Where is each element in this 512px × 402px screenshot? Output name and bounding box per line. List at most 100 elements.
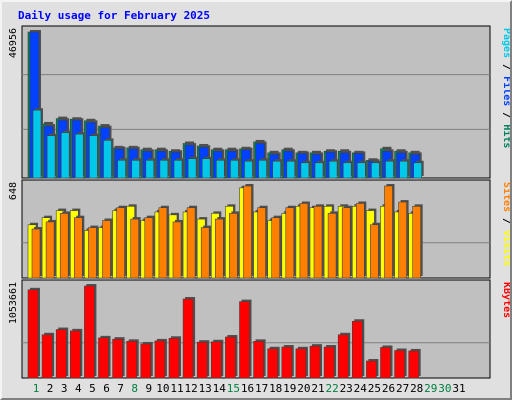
bar-pages-day-9 <box>145 159 155 179</box>
bar-sites-day-26 <box>384 185 393 279</box>
legend-segment: Pages <box>501 28 510 58</box>
x-tick-label-day-11: 11 <box>170 382 183 395</box>
bar-pages-day-5 <box>89 135 98 179</box>
legend-segment: KBytes <box>501 282 510 318</box>
bar-kbytes-day-18 <box>267 348 279 379</box>
x-tick-label-day-1: 1 <box>33 382 40 395</box>
legend-segment: / <box>501 212 510 230</box>
x-tick-label-day-13: 13 <box>199 382 212 395</box>
bar-pages-day-1 <box>32 109 42 179</box>
x-tick-label-day-19: 19 <box>283 382 296 395</box>
bar-pages-day-18 <box>272 160 282 179</box>
bar-sites-day-23 <box>341 207 351 279</box>
bar-pages-day-13 <box>201 158 211 179</box>
x-tick-label-day-23: 23 <box>340 382 353 395</box>
bar-sites-day-10 <box>158 207 168 279</box>
bar-kbytes-day-2 <box>41 334 53 379</box>
bar-sites-day-8 <box>130 218 139 279</box>
bar-pages-day-14 <box>216 159 225 179</box>
bar-kbytes-day-25 <box>366 360 377 379</box>
x-tick-label-day-8: 8 <box>131 382 138 395</box>
panel-kbytes: 1053661 KBytes <box>8 279 512 379</box>
y-max-label: 1053661 <box>8 282 19 324</box>
bar-sites-day-24 <box>355 203 365 279</box>
chart-title: Daily usage for February 2025 <box>18 9 210 22</box>
bar-kbytes-day-12 <box>182 298 194 379</box>
legend-segment: Sites <box>501 182 510 212</box>
x-tick-label-day-20: 20 <box>297 382 310 395</box>
legend-segment: Files <box>501 76 510 106</box>
bar-sites-day-2 <box>45 221 55 279</box>
bar-kbytes-day-17 <box>253 341 264 379</box>
bar-sites-day-28 <box>412 206 422 279</box>
bar-pages-day-27 <box>399 160 408 179</box>
x-tick-label-day-27: 27 <box>396 382 409 395</box>
x-tick-label-day-16: 16 <box>241 382 254 395</box>
bar-sites-day-15 <box>229 213 238 279</box>
x-tick-label-day-28: 28 <box>410 382 423 395</box>
bar-pages-day-15 <box>230 159 239 179</box>
bar-pages-day-4 <box>75 133 84 179</box>
panel-visits-sites: 648 Sites / Visits <box>8 179 512 279</box>
bar-sites-day-27 <box>398 201 407 279</box>
y-max-label: 46956 <box>8 28 19 58</box>
x-tick-label-day-4: 4 <box>75 382 82 395</box>
bar-sites-day-14 <box>215 218 224 279</box>
bar-sites-day-7 <box>116 207 125 279</box>
bar-kbytes-day-4 <box>70 330 81 379</box>
bar-pages-day-16 <box>244 160 253 179</box>
bar-sites-day-6 <box>102 220 111 279</box>
series-legend-label: Sites / Visits <box>501 182 510 266</box>
legend-segment: Visits <box>501 230 510 266</box>
bar-pages-day-2 <box>46 135 56 179</box>
bar-sites-day-22 <box>327 213 337 279</box>
bar-pages-day-21 <box>314 162 324 179</box>
x-tick-label-day-15: 15 <box>227 382 240 395</box>
bar-sites-day-20 <box>299 203 309 279</box>
bar-kbytes-day-21 <box>309 345 321 379</box>
x-tick-label-day-18: 18 <box>269 382 282 395</box>
bar-pages-day-24 <box>356 162 366 179</box>
bar-sites-day-25 <box>370 224 379 279</box>
bar-pages-day-25 <box>371 162 380 179</box>
x-tick-label-day-26: 26 <box>382 382 395 395</box>
bar-pages-day-6 <box>103 140 112 179</box>
bar-kbytes-day-14 <box>211 341 222 379</box>
bar-kbytes-day-7 <box>112 338 123 379</box>
legend-segment: Hits <box>501 124 510 148</box>
series-legend-label: Pages / Files / Hits <box>501 28 510 148</box>
bar-pages-day-23 <box>342 162 352 179</box>
bar-sites-day-9 <box>144 217 154 279</box>
x-tick-label-day-25: 25 <box>368 382 381 395</box>
bar-sites-day-13 <box>200 227 210 279</box>
panel-hits-files-pages: 46956 Pages / Files / Hits <box>8 25 512 179</box>
x-tick-label-day-7: 7 <box>117 382 124 395</box>
x-tick-label-day-24: 24 <box>354 382 368 395</box>
bar-kbytes-day-15 <box>225 336 236 379</box>
y-max-label: 648 <box>8 182 19 200</box>
x-tick-label-day-3: 3 <box>61 382 68 395</box>
bar-pages-day-19 <box>286 160 296 179</box>
bar-kbytes-day-23 <box>337 334 349 379</box>
bar-pages-day-10 <box>159 159 169 179</box>
x-tick-label-day-5: 5 <box>89 382 96 395</box>
bar-kbytes-day-16 <box>239 301 250 379</box>
bar-pages-day-17 <box>258 159 267 179</box>
bar-pages-day-8 <box>131 159 140 179</box>
x-tick-label-day-14: 14 <box>213 382 227 395</box>
bar-sites-day-16 <box>243 185 252 279</box>
x-tick-label-day-22: 22 <box>325 382 338 395</box>
bar-kbytes-day-13 <box>196 341 208 379</box>
series-legend-label: KBytes <box>501 282 510 318</box>
bar-pages-day-3 <box>60 132 70 179</box>
bar-pages-day-11 <box>173 159 183 179</box>
bar-sites-day-3 <box>59 213 69 279</box>
bar-kbytes-day-9 <box>140 343 152 379</box>
bar-kbytes-day-20 <box>295 348 307 379</box>
bar-kbytes-day-1 <box>27 289 39 379</box>
x-tick-label-day-31: 31 <box>452 382 465 395</box>
bar-pages-day-12 <box>187 158 197 179</box>
bar-sites-day-19 <box>285 207 295 279</box>
x-tick-label-day-9: 9 <box>145 382 152 395</box>
